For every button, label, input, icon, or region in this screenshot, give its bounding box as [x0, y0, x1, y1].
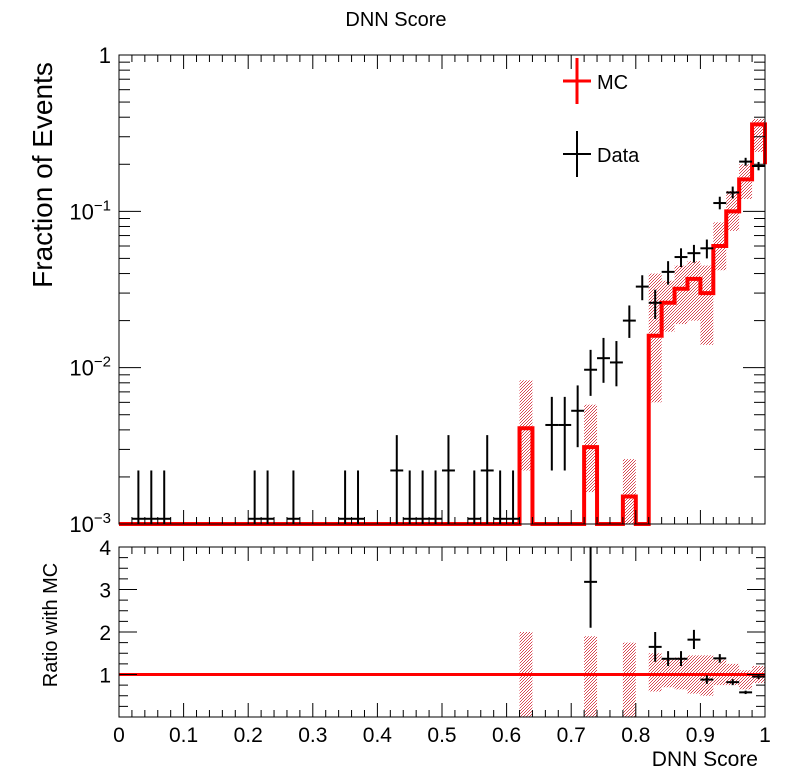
data-point: [700, 239, 714, 259]
ratio-x-tick-label: 0.5: [427, 724, 456, 747]
legend-mc-label: MC: [597, 72, 628, 94]
ratio-point: [687, 629, 701, 649]
main-y-tick-label: 10−2: [69, 354, 111, 381]
data-point: [545, 396, 559, 471]
data-point: [157, 470, 171, 524]
ratio-x-tick-label: 0.9: [686, 724, 715, 747]
y-axis-label: Fraction of Events: [27, 62, 58, 288]
legend-entry-mc: MC: [563, 58, 628, 104]
mc-band-bin: [648, 273, 662, 403]
ratio-point: [713, 654, 727, 663]
ratio-panel: 0 0.1 0.2 0.3 0.4 0.5 0.6 0.7 0.8 0.9 1 1 2 3 4 Ratio…: [40, 537, 771, 771]
ratio-band-bin: [713, 659, 727, 686]
data-point: [429, 470, 442, 524]
data-point: [351, 470, 365, 524]
mc-band-bin: [752, 118, 765, 152]
data-point: [416, 470, 430, 524]
data-point: [739, 157, 753, 166]
main-panel: DNN Score 10−3 10−2 10−1 1 Fraction of Even…: [27, 9, 767, 537]
ratio-point: [648, 632, 662, 662]
ratio-plot-frame: [118, 546, 766, 718]
data-points: [131, 157, 765, 524]
data-point: [248, 470, 262, 524]
mc-band-bin: [674, 265, 688, 325]
ratio-y-tick-label: 1: [99, 665, 111, 688]
data-point: [338, 470, 352, 524]
ratio-x-tick-label: 0.6: [492, 724, 521, 747]
x-axis-label: DNN Score: [652, 748, 758, 771]
data-point: [558, 396, 572, 471]
ratio-x-tick-label: 1: [759, 724, 771, 747]
data-point: [687, 244, 701, 263]
ratio-y-tick-label: 4: [99, 537, 111, 560]
ratio-point: [584, 547, 598, 628]
chart-title: DNN Score: [345, 9, 446, 31]
legend: MC Data: [563, 58, 640, 177]
ratio-points: [584, 547, 765, 695]
data-point: [131, 470, 145, 524]
mc-band-bin: [739, 164, 753, 199]
data-point: [403, 470, 417, 524]
data-point: [726, 186, 740, 199]
ratio-band-bin: [584, 636, 598, 717]
mc-band-bin: [700, 265, 714, 345]
ratio-x-tick-label: 0.7: [557, 724, 586, 747]
ratio-point: [726, 679, 740, 686]
mc-band-bin: [687, 261, 701, 321]
data-point: [442, 435, 455, 524]
ratio-y-axis-label: Ratio with MC: [40, 563, 62, 687]
main-x-ticks: [118, 55, 766, 524]
data-point: [493, 470, 507, 524]
mc-uncertainty-band: [519, 118, 765, 524]
ratio-band-bin: [622, 642, 636, 717]
data-point: [584, 349, 598, 396]
ratio-point: [739, 690, 753, 695]
ratio-x-ticks: 0 0.1 0.2 0.3 0.4 0.5 0.6 0.7 0.8 0.9 1: [113, 547, 771, 747]
data-point: [390, 435, 404, 524]
ratio-x-tick-label: 0.1: [169, 724, 198, 747]
ratio-x-tick-label: 0: [113, 724, 125, 747]
data-point: [467, 470, 481, 524]
data-point: [286, 470, 300, 524]
data-point: [622, 305, 636, 338]
ratio-y-tick-label: 2: [99, 622, 111, 645]
main-y-tick-label: 1: [99, 43, 111, 68]
main-y-tick-label: 10−3: [69, 510, 111, 537]
ratio-x-tick-label: 0.4: [363, 724, 393, 747]
mc-band-bin: [622, 459, 636, 524]
ratio-point: [674, 651, 688, 666]
ratio-x-tick-label: 0.8: [621, 724, 650, 747]
data-point: [506, 470, 520, 524]
data-point: [480, 435, 494, 524]
data-point: [674, 248, 688, 268]
data-point: [648, 289, 662, 319]
data-point: [597, 337, 610, 383]
main-y-ticks: 10−3 10−2 10−1 1: [69, 43, 765, 537]
legend-entry-data: Data: [563, 131, 640, 177]
ratio-x-tick-label: 0.2: [234, 724, 263, 747]
data-point: [571, 385, 585, 448]
data-point: [261, 470, 275, 524]
data-point: [609, 341, 623, 387]
mc-band-bin: [519, 380, 533, 471]
ratio-y-tick-label: 3: [99, 580, 111, 603]
ratio-x-tick-label: 0.3: [298, 724, 327, 747]
data-point: [713, 196, 727, 210]
ratio-band-bin: [648, 653, 662, 692]
ratio-point: [700, 675, 714, 684]
legend-data-label: Data: [597, 145, 640, 167]
data-point: [661, 261, 675, 285]
ratio-point: [661, 651, 675, 666]
main-y-tick-label: 10−1: [69, 197, 111, 224]
mc-band-bin: [661, 280, 675, 332]
data-point: [635, 275, 649, 301]
ratio-y-ticks: 1 2 3 4: [99, 537, 765, 707]
data-point: [144, 470, 158, 524]
data-point: [752, 161, 765, 171]
